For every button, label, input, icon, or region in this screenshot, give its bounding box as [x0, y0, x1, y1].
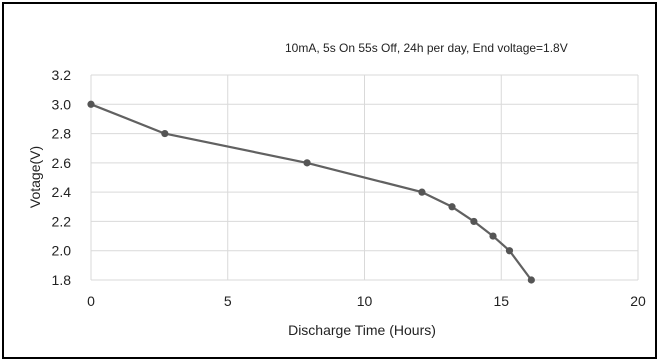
data-point: [448, 203, 456, 211]
x-tick-label: 20: [630, 293, 646, 309]
y-tick-label: 3.0: [52, 96, 72, 112]
y-tick-label: 2.2: [52, 213, 72, 229]
data-point: [505, 247, 514, 255]
data-point: [489, 232, 497, 240]
y-tick-label: 2.8: [52, 126, 72, 142]
x-tick-label: 15: [493, 293, 509, 309]
data-point: [303, 159, 311, 167]
data-point: [470, 217, 478, 226]
data-point: [418, 188, 426, 196]
series-layer: [87, 100, 535, 284]
y-axis-title: Votage(V): [27, 146, 43, 208]
data-point: [161, 129, 169, 138]
y-tick-label: 2.6: [52, 155, 72, 171]
grid: [90, 74, 639, 281]
y-tick-label: 2.0: [52, 243, 72, 259]
chart-frame: [2, 2, 657, 359]
y-tick-label: 3.2: [52, 67, 72, 83]
x-tick-label: 5: [224, 293, 232, 309]
data-point: [527, 276, 535, 284]
y-tick-label: 2.4: [52, 184, 72, 200]
tick-labels: 3.2 3.0 2.8 2.6 2.4 2.2 2.0 1.8 0 5 10 15 20: [52, 67, 646, 309]
data-point: [87, 100, 95, 108]
chart-subtitle: 10mA, 5s On 55s Off, 24h per day, End vo…: [285, 41, 568, 55]
y-tick-label: 1.8: [52, 272, 72, 288]
x-tick-label: 10: [357, 293, 373, 309]
x-axis-title: Discharge Time (Hours): [288, 322, 436, 338]
x-tick-label: 0: [87, 293, 95, 309]
